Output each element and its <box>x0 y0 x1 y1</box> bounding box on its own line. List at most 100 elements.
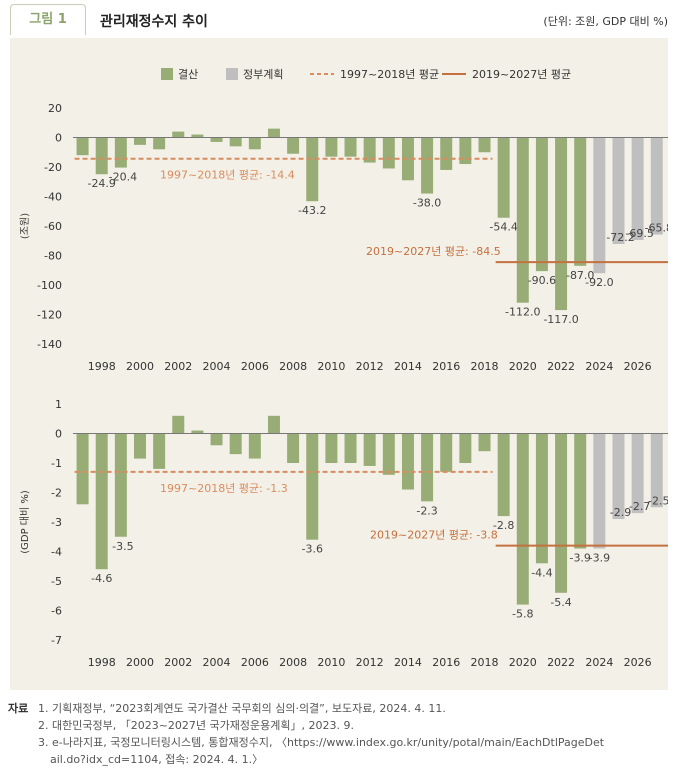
sources-label: 자료 <box>8 702 29 715</box>
bar-2001 <box>153 137 166 150</box>
x-tick-label: 2014 <box>394 656 422 669</box>
x-tick-label: 2002 <box>164 656 192 669</box>
bar-2007 <box>267 415 280 434</box>
avg-label-avg_past: 1997~2018년 평균: -14.4 <box>160 169 295 182</box>
source-line[interactable]: 3. e-나라지표, 국정모니터링시스템, 통합재정수지, 〈https://w… <box>38 736 605 749</box>
data-label-1999: -3.5 <box>112 540 133 553</box>
source-line[interactable]: ail.do?idx_cd=1104, 접속: 2024. 4. 1.〉 <box>50 753 264 766</box>
bar-2000 <box>133 433 146 459</box>
bar-2022 <box>555 433 568 593</box>
x-tick-label: 2000 <box>126 656 154 669</box>
bar-2026 <box>631 137 644 241</box>
x-tick-label: 2010 <box>317 656 345 669</box>
bar-1999 <box>114 433 127 537</box>
data-label-2026: -69.5 <box>625 227 653 240</box>
data-label-2021: -4.4 <box>531 566 552 579</box>
bar-2011 <box>344 137 357 157</box>
x-tick-label: 2012 <box>356 656 384 669</box>
y-tick-label: -40 <box>44 191 62 204</box>
bar-2024 <box>593 137 606 274</box>
y-tick-label: -5 <box>51 575 62 588</box>
bar-2006 <box>248 137 261 150</box>
chart-gdp-ratio: 1 0 -1 -2 -3 -4 -5 -6 -7 (GDP 대비 %) 1997~2018년 평균:… <box>19 398 668 669</box>
data-label-2015: -38.0 <box>413 197 441 210</box>
x-tick-label: 2018 <box>471 656 499 669</box>
data-label-1998: -24.9 <box>87 177 115 190</box>
data-label-2025: -2.9 <box>610 506 631 519</box>
bar-2008 <box>287 137 300 154</box>
x-tick-label: 2018 <box>471 360 499 373</box>
legend-plan-label: 정부계획 <box>243 68 283 81</box>
x-tick-label: 2008 <box>279 360 307 373</box>
legend-avg-past-label: 1997~2018년 평균 <box>340 68 439 81</box>
bar-2005 <box>229 433 242 455</box>
bar-2018 <box>478 137 491 153</box>
bar-1997 <box>76 137 89 156</box>
x-tick-label: 2010 <box>317 360 345 373</box>
data-label-1998: -4.6 <box>91 572 112 585</box>
bar-2027 <box>650 433 663 508</box>
bar-2013 <box>382 433 395 475</box>
data-label-2015: -2.3 <box>416 504 437 517</box>
data-label-2025: -72.2 <box>606 231 634 244</box>
y-tick-label: -1 <box>51 457 62 470</box>
bar-2015 <box>421 137 434 194</box>
bar-2017 <box>459 137 472 165</box>
data-label-2023: -87.0 <box>566 269 594 282</box>
bar-2010 <box>325 433 338 463</box>
bar-1998 <box>95 433 108 570</box>
bar-2022 <box>555 137 568 311</box>
y-tick-label: -2 <box>51 487 62 500</box>
bar-2001 <box>153 433 166 469</box>
avg-label-avg_past: 1997~2018년 평균: -1.3 <box>160 482 288 495</box>
bar-2025 <box>612 433 625 520</box>
x-tick-label: 2026 <box>624 656 652 669</box>
bar-2026 <box>631 433 644 514</box>
y-tick-label: 0 <box>55 132 62 145</box>
bar-2007 <box>267 128 280 138</box>
y-tick-label: -60 <box>44 220 62 233</box>
chart-title: 관리재정수지 추이 <box>100 14 208 30</box>
bar-2009 <box>306 433 319 540</box>
x-tick-label: 2024 <box>585 656 613 669</box>
chart-trillion-won: 20 0 -20 -40 -60 -80 -100 -120 -140 (조원) 1997~2018… <box>19 102 668 373</box>
bar-2005 <box>229 137 242 147</box>
bar-2002 <box>172 415 185 434</box>
x-tick-label: 2026 <box>624 360 652 373</box>
data-label-2022: -117.0 <box>543 313 578 326</box>
source-line: 1. 기획재정부, “2023회계연도 국가결산 국무회의 심의·의결”, 보도… <box>38 702 446 715</box>
bar-2006 <box>248 433 261 459</box>
x-tick-label: 2008 <box>279 656 307 669</box>
legend-avg-recent-label: 2019~2027년 평균 <box>472 68 571 81</box>
y-axis-label: (GDP 대비 %) <box>19 490 31 554</box>
data-label-2022: -5.4 <box>550 596 571 609</box>
y-axis-label: (조원) <box>19 213 31 239</box>
data-label-2026: -2.7 <box>629 500 650 513</box>
bar-2017 <box>459 433 472 463</box>
y-tick-label: -4 <box>51 546 62 559</box>
figure-header: 그림 1 관리재정수지 추이 (단위: 조원, GDP 대비 %) <box>0 0 680 40</box>
bar-2027 <box>650 137 663 235</box>
bar-2013 <box>382 137 395 169</box>
bar-2002 <box>172 131 185 138</box>
data-label-2023: -3.9 <box>569 552 590 565</box>
y-tick-label: -120 <box>37 309 62 322</box>
x-tick-label: 2024 <box>585 360 613 373</box>
bar-1997 <box>76 433 89 505</box>
unit-note: (단위: 조원, GDP 대비 %) <box>543 15 668 28</box>
x-tick-label: 2022 <box>547 360 575 373</box>
bar-2018 <box>478 433 491 452</box>
legend-plan-swatch <box>226 68 238 80</box>
data-label-2009: -3.6 <box>302 543 323 556</box>
avg-label-avg_recent: 2019~2027년 평균: -84.5 <box>366 245 501 258</box>
x-tick-label: 1998 <box>88 360 116 373</box>
x-tick-label: 2006 <box>241 656 269 669</box>
legend: 결산 정부계획 1997~2018년 평균 2019~2027년 평균 <box>161 68 571 81</box>
bar-2003 <box>191 430 204 434</box>
x-tick-label: 2002 <box>164 360 192 373</box>
x-tick-label: 2004 <box>203 360 231 373</box>
bar-2004 <box>210 137 223 142</box>
x-tick-label: 2004 <box>203 656 231 669</box>
bar-2012 <box>363 433 376 466</box>
y-tick-label: 0 <box>55 428 62 441</box>
